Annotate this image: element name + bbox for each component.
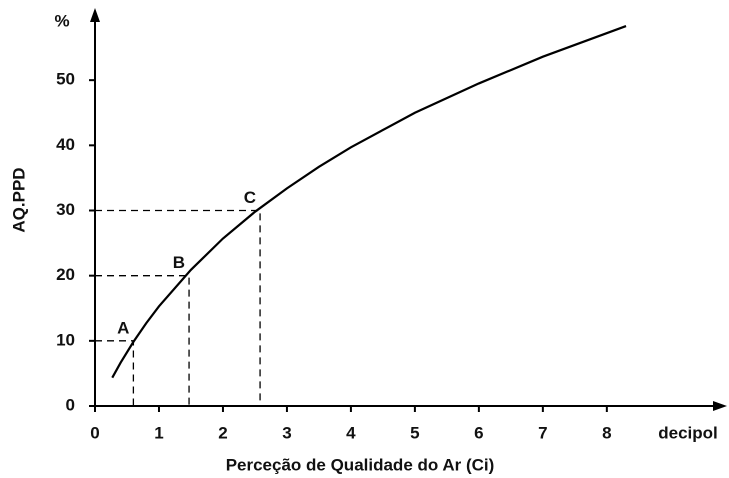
curve	[111, 25, 627, 379]
x-tick-label: 1	[154, 423, 163, 442]
y-tick-label: 0	[66, 395, 75, 414]
guide-line	[95, 209, 261, 406]
y-tick-label: 50	[56, 70, 75, 89]
y-axis-label: AQ.PPD	[9, 167, 28, 232]
y-arrow	[90, 8, 100, 22]
point-label: B	[173, 253, 185, 272]
x-tick-label: 3	[282, 423, 291, 442]
point-label: C	[244, 188, 256, 207]
x-unit: decipol	[658, 423, 718, 442]
x-tick-label: 2	[218, 423, 227, 442]
x-tick-label: 0	[90, 423, 99, 442]
x-tick-label: 4	[346, 423, 356, 442]
y-tick-label: 20	[56, 265, 75, 284]
y-unit: %	[54, 11, 69, 30]
y-tick-label: 30	[56, 200, 75, 219]
x-tick-label: 5	[410, 423, 419, 442]
y-tick-label: 10	[56, 330, 75, 349]
x-tick-label: 8	[602, 423, 611, 442]
y-tick-label: 40	[56, 135, 75, 154]
guide-line	[95, 340, 135, 406]
x-tick-label: 7	[538, 423, 547, 442]
x-arrow	[713, 401, 727, 411]
x-tick-label: 6	[474, 423, 483, 442]
x-axis-label: Perceção de Qualidade do Ar (Ci)	[226, 455, 495, 474]
guide-line	[95, 275, 190, 406]
point-label: A	[117, 318, 129, 337]
